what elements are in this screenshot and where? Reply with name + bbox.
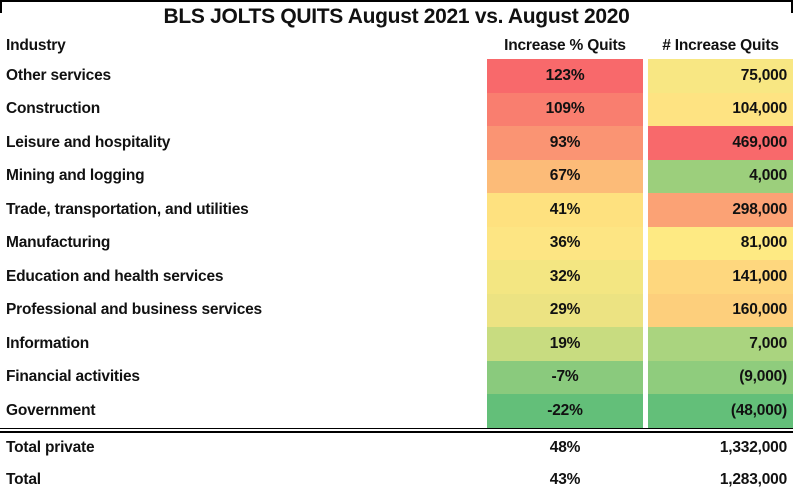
num-quits-cell: 160,000 [648,293,793,327]
pct-quits-cell: 109% [487,92,643,126]
top-right-border-stub [791,2,793,13]
num-quits-cell: 469,000 [648,126,793,160]
table-row: Information 19% 7,000 [0,327,793,361]
table-row: Mining and logging 67% 4,000 [0,159,793,193]
total-private-row: Total private 48% 1,332,000 [0,432,793,464]
column-header-increase-num: # Increase Quits [662,36,779,54]
table-row: Financial activities -7% (9,000) [0,360,793,394]
column-gap [643,360,648,394]
total-private-label: Total private [6,439,95,457]
pct-quits-cell: 93% [487,126,643,160]
pct-quits-cell: 36% [487,226,643,260]
industry-label: Mining and logging [6,167,145,185]
pct-quits-cell: 19% [487,327,643,361]
column-gap [643,327,648,361]
pct-quits-cell: -7% [487,360,643,394]
table-row: Government -22% (48,000) [0,394,793,428]
table-body: Other services 123% 75,000 Construction 109%… [0,59,793,428]
total-num: 1,283,000 [719,470,787,488]
num-quits-cell: 4,000 [648,159,793,193]
num-quits-cell: 298,000 [648,193,793,227]
column-gap [643,59,648,93]
num-quits-cell: 7,000 [648,327,793,361]
table-row: Other services 123% 75,000 [0,59,793,93]
table-row: Construction 109% 104,000 [0,92,793,126]
num-quits-cell: 75,000 [648,59,793,93]
table-row: Trade, transportation, and utilities 41% 2… [0,193,793,227]
industry-label: Construction [6,100,101,118]
pct-quits-cell: 29% [487,293,643,327]
industry-label: Leisure and hospitality [6,133,171,151]
industry-label: Other services [6,66,111,84]
pct-quits-cell: 41% [487,193,643,227]
industry-label: Financial activities [6,368,140,386]
industry-label: Education and health services [6,267,224,285]
column-header-increase-pct: Increase % Quits [504,36,626,54]
column-gap [643,126,648,160]
num-quits-cell: (9,000) [648,360,793,394]
table-row: Professional and business services 29% 160… [0,293,793,327]
industry-label: Government [6,401,96,419]
column-gap [643,432,648,464]
page-title: BLS JOLTS QUITS August 2021 vs. August 2… [163,5,630,28]
column-gap [643,260,648,294]
column-gap [643,159,648,193]
column-gap [643,226,648,260]
table-header: Industry Increase % Quits # Increase Qui… [0,32,793,59]
total-private-num: 1,332,000 [719,439,787,457]
industry-label: Information [6,334,90,352]
pct-quits-cell: 67% [487,159,643,193]
column-gap [643,293,648,327]
total-private-pct: 48% [549,439,581,457]
column-gap [643,32,648,59]
total-label: Total [6,470,41,488]
table-row: Leisure and hospitality 93% 469,000 [0,126,793,160]
total-row: Total 43% 1,283,000 [0,464,793,496]
column-gap [643,92,648,126]
industry-label: Manufacturing [6,234,111,252]
column-gap [643,193,648,227]
num-quits-cell: (48,000) [648,394,793,428]
industry-label: Professional and business services [6,301,262,319]
column-gap [643,394,648,428]
table-row: Education and health services 32% 141,000 [0,260,793,294]
num-quits-cell: 141,000 [648,260,793,294]
pct-quits-cell: -22% [487,394,643,428]
pct-quits-cell: 123% [487,59,643,93]
table-row: Manufacturing 36% 81,000 [0,226,793,260]
num-quits-cell: 81,000 [648,226,793,260]
column-gap [643,464,648,496]
num-quits-cell: 104,000 [648,92,793,126]
total-pct: 43% [549,470,581,488]
totals-separator [0,427,793,433]
top-left-border-stub [0,2,2,13]
pct-quits-cell: 32% [487,260,643,294]
column-header-industry: Industry [6,36,66,54]
industry-label: Trade, transportation, and utilities [6,200,249,218]
